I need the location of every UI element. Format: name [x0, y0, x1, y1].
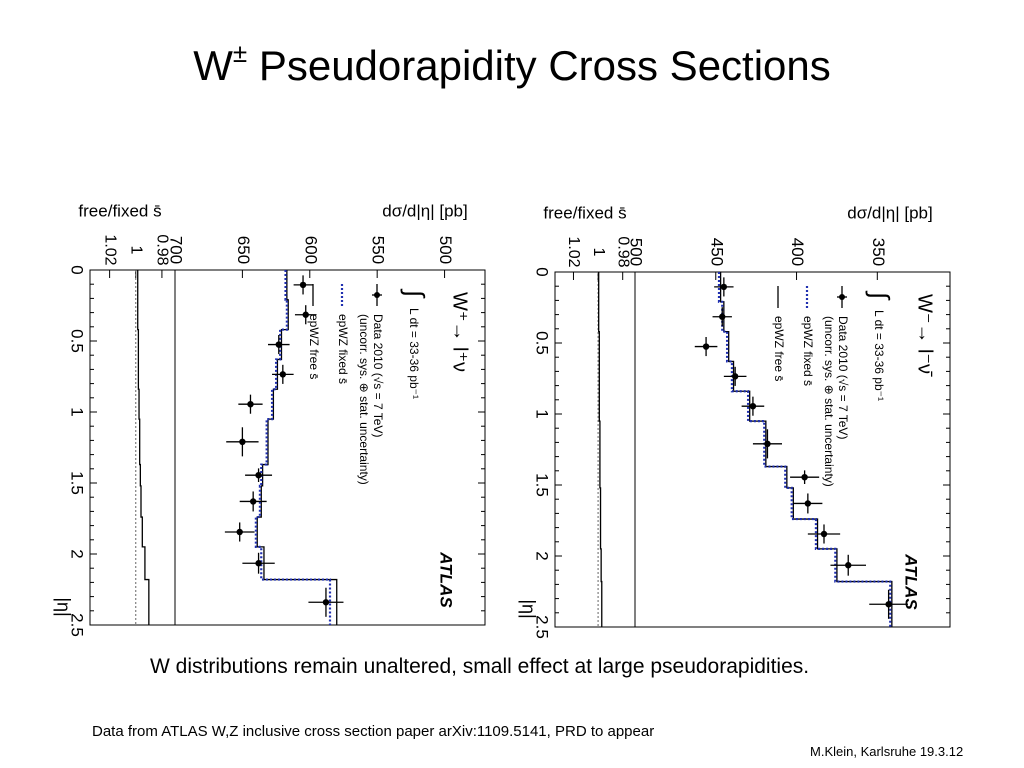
- xs-axis-label: dσ/d|η| [pb]: [847, 203, 933, 222]
- title-main: W: [193, 42, 233, 89]
- legend-fixed-label: epWZ fixed s̄: [336, 314, 350, 384]
- xs-tick-label: 650: [234, 236, 253, 264]
- plot-frame: [554, 271, 951, 628]
- series-free-line: [256, 270, 338, 625]
- plot-frame: [89, 269, 486, 626]
- eta-tick-label: 0.5: [68, 329, 87, 353]
- series-fixed-line: [254, 270, 332, 625]
- data-point: [239, 438, 246, 446]
- data-point: [255, 560, 262, 567]
- legend-data-sub-label: (uncorr. sys. ⊕ stat. uncertainty): [822, 316, 836, 487]
- data-point: [275, 341, 282, 348]
- data-point: [804, 500, 812, 507]
- slide-caption: W distributions remain unaltered, small …: [150, 655, 810, 678]
- eta-tick-label: 2: [533, 551, 552, 560]
- eta-tick-label: 0.5: [533, 331, 552, 355]
- data-point: [255, 471, 262, 479]
- eta-tick-label: 1: [533, 409, 552, 418]
- eta-tick-label: 2.5: [68, 613, 87, 637]
- xs-tick-label: 400: [788, 238, 807, 266]
- lumi-label: L dt = 33-36 pb⁻¹: [872, 310, 886, 401]
- data-point: [299, 281, 307, 289]
- data-point: [302, 311, 309, 318]
- xs-tick-label: 500: [627, 238, 646, 266]
- data-point: [702, 343, 710, 350]
- title-rest: Pseudorapidity Cross Sections: [247, 42, 831, 89]
- lumi-label: L dt = 33-36 pb⁻¹: [407, 308, 421, 399]
- xs-tick-label: 700: [167, 236, 186, 264]
- ratio-tick-label: 0.98: [154, 234, 171, 265]
- legend-fixed-label: epWZ fixed s̄: [801, 316, 815, 386]
- data-point: [247, 400, 254, 408]
- data-point: [885, 601, 892, 608]
- legend-data-label: Data 2010 (√s = 7 TeV): [836, 316, 850, 439]
- ratio-tick-label: 1: [128, 246, 145, 255]
- series-ratio-line: [598, 272, 603, 627]
- lumi-integral-icon: ∫: [865, 290, 895, 301]
- chart-w: 0 0.5 1 1.5 2 2.5|η| 350 400 450 500 dσ/d|η| [pb] 0…: [518, 203, 951, 639]
- series-ratio-line: [137, 270, 150, 625]
- data-point: [719, 313, 726, 320]
- data-point: [236, 528, 243, 536]
- ratio-tick-label: 1.02: [101, 234, 118, 265]
- process-label: W⁺→ l⁺ν: [449, 292, 471, 372]
- legend-data-label: Data 2010 (√s = 7 TeV): [371, 314, 385, 437]
- slide-credit: M.Klein, Karlsruhe 19.3.12: [810, 744, 964, 759]
- eta-tick-label: 0: [68, 265, 87, 274]
- xs-axis-label: dσ/d|η| [pb]: [382, 201, 468, 220]
- xs-tick-label: 350: [869, 238, 888, 266]
- data-point: [749, 402, 757, 410]
- experiment-label: ATLAS: [902, 553, 921, 610]
- data-point: [764, 440, 771, 448]
- xs-tick-label: 450: [707, 238, 726, 266]
- eta-tick-label: 1.5: [68, 471, 87, 495]
- eta-axis-label: |η|: [518, 599, 538, 618]
- eta-axis-label: |η|: [53, 597, 73, 616]
- slide-source-note: Data from ATLAS W,Z inclusive cross sect…: [92, 723, 655, 740]
- ratio-axis-label: free/fixed s̄: [78, 201, 161, 220]
- xs-tick-label: 600: [301, 236, 320, 264]
- data-point: [801, 473, 808, 481]
- chart-w: 0 0.5 1 1.5 2 2.5|η| 500 550 600 650 700 dσ/d|η| [p…: [53, 201, 486, 637]
- data-point: [845, 562, 852, 569]
- eta-tick-label: 0: [533, 267, 552, 276]
- slide-title: W± Pseudorapidity Cross Sections: [0, 38, 1024, 90]
- experiment-label: ATLAS: [437, 551, 456, 608]
- eta-tick-label: 1.5: [533, 473, 552, 497]
- data-point: [249, 498, 257, 505]
- data-point: [279, 371, 287, 378]
- title-superscript: ±: [232, 38, 248, 68]
- legend-data-marker: [374, 292, 380, 298]
- xs-tick-label: 500: [436, 236, 455, 264]
- eta-tick-label: 2.5: [533, 615, 552, 639]
- legend: W⁻→ l⁻ν̄ ATLAS ∫ L dt = 33-36 pb⁻¹ Data 2010…: [772, 286, 936, 610]
- process-label: W⁻→ l⁻ν̄: [914, 294, 936, 377]
- data-point: [820, 530, 828, 538]
- lumi-integral-icon: ∫: [400, 288, 430, 299]
- legend-data-sub-label: (uncorr. sys. ⊕ stat. uncertainty): [357, 314, 371, 485]
- data-point: [322, 599, 330, 606]
- legend-free-label: epWZ free s̄: [307, 314, 321, 379]
- data-point: [731, 373, 739, 380]
- legend: W⁺→ l⁺ν ATLAS ∫ L dt = 33-36 pb⁻¹ Data 2010 …: [307, 284, 471, 608]
- legend-data-marker: [839, 294, 845, 300]
- eta-tick-label: 1: [68, 407, 87, 416]
- data-point: [720, 283, 728, 291]
- xs-tick-label: 550: [369, 236, 388, 264]
- ratio-tick-label: 1.02: [565, 236, 582, 267]
- ratio-axis-label: free/fixed s̄: [543, 203, 626, 222]
- eta-tick-label: 2: [68, 549, 87, 558]
- ratio-tick-label: 1: [590, 248, 607, 257]
- legend-free-label: epWZ free s̄: [772, 316, 786, 381]
- ratio-tick-label: 0.98: [614, 236, 631, 267]
